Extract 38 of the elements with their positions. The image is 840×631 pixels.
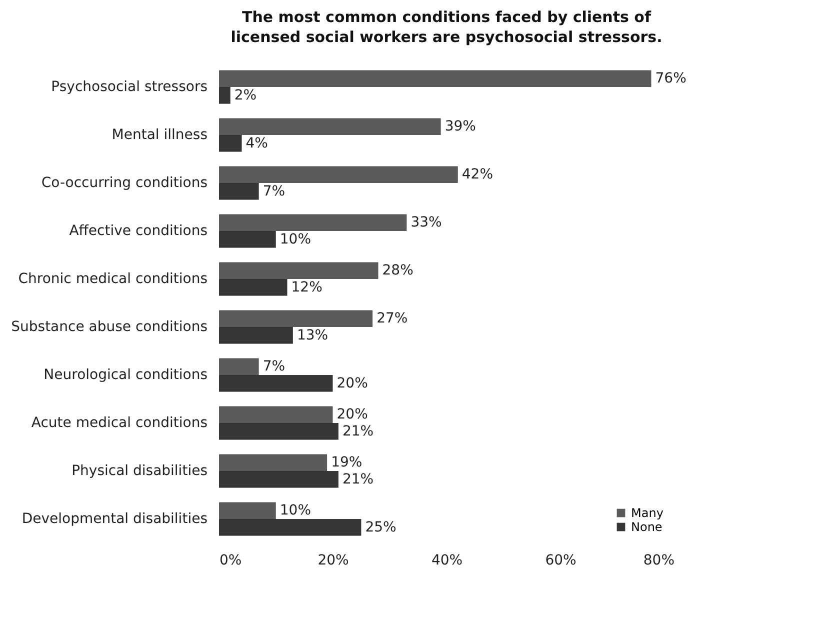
y-tick-label: Developmental disabilities [22, 511, 208, 527]
y-tick-label: Acute medical conditions [31, 415, 208, 431]
data-label: 2% [234, 87, 257, 104]
legend-label: Many [631, 506, 664, 520]
chart-title: The most common conditions faced by clients of licensed social workers are psychosocial stressors. [230, 8, 662, 46]
y-tick-label: Psychosocial stressors [51, 79, 208, 95]
data-label: 19% [331, 454, 362, 471]
data-label: 10% [280, 231, 311, 248]
data-label: 25% [365, 519, 396, 536]
x-tick-label: 80% [643, 552, 674, 568]
legend-label: None [631, 520, 662, 534]
x-tick-label: 60% [545, 552, 576, 568]
data-label: 21% [342, 471, 374, 488]
data-label: 7% [262, 358, 286, 375]
data-label: 7% [262, 183, 286, 200]
data-label: 28% [382, 262, 414, 279]
data-label: 12% [291, 279, 322, 296]
x-tick-label: 0% [220, 552, 242, 568]
data-label: 20% [336, 406, 368, 423]
data-label: 4% [246, 135, 268, 152]
data-label: 10% [280, 502, 311, 519]
y-tick-label: Co-occurring conditions [41, 175, 208, 191]
data-label: 13% [296, 327, 328, 344]
data-label: 27% [376, 310, 408, 327]
data-label: 21% [342, 423, 374, 440]
y-tick-label: Neurological conditions [44, 367, 208, 383]
x-tick-label: 40% [431, 552, 463, 568]
data-label: 39% [444, 118, 476, 135]
data-label: 20% [336, 375, 368, 392]
data-label: 33% [410, 214, 442, 231]
y-tick-label: Chronic medical conditions [18, 271, 208, 287]
data-label: 42% [462, 166, 493, 183]
y-tick-label: Substance abuse conditions [11, 319, 208, 335]
y-tick-label: Affective conditions [69, 223, 208, 239]
x-tick-label: 20% [318, 552, 349, 568]
data-label: 76% [655, 70, 686, 87]
y-tick-label: Mental illness [112, 127, 208, 143]
y-tick-label: Physical disabilities [72, 463, 208, 479]
